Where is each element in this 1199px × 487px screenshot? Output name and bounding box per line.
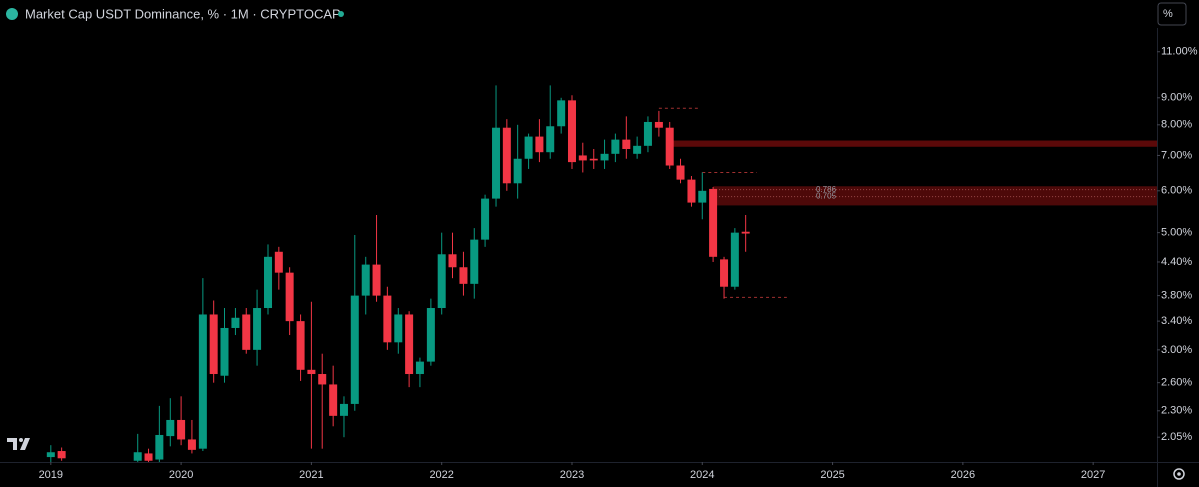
candle-body [741, 231, 750, 234]
candle-body [448, 254, 457, 268]
candle-body [437, 254, 446, 309]
candle-body [513, 158, 522, 184]
candle-body [318, 374, 327, 385]
x-tick-label: 2024 [690, 469, 714, 481]
x-tick-label: 2020 [169, 469, 193, 481]
candle-body [611, 139, 620, 154]
candle-body [502, 127, 511, 184]
status-dot [338, 11, 344, 17]
candle-body [720, 259, 729, 287]
candle-body [524, 136, 533, 159]
gear-center [1177, 472, 1181, 476]
candle-body [372, 264, 381, 296]
candle-body [633, 145, 642, 154]
candle-body [459, 267, 468, 284]
candle-body [665, 127, 674, 166]
candle-body [339, 403, 348, 416]
candle-body [46, 452, 55, 458]
settings-icon[interactable] [1173, 468, 1185, 480]
candle-body [492, 127, 501, 199]
candle-body [350, 295, 359, 404]
candle-body [709, 188, 718, 257]
candle-body [253, 308, 262, 350]
y-tick-label: 2.05% [1161, 431, 1192, 443]
candle-body [361, 264, 370, 296]
candle-body [415, 361, 424, 375]
candle-body [177, 419, 186, 440]
candle-body [405, 314, 414, 375]
candle-body [264, 256, 273, 309]
candle-body [589, 158, 598, 161]
y-tick-label: 3.80% [1161, 290, 1192, 302]
zone [713, 186, 1157, 206]
candle-body [622, 139, 631, 149]
candle-body [676, 165, 685, 180]
symbol-icon[interactable] [6, 8, 18, 20]
candle-body [481, 198, 490, 240]
candle-body [209, 314, 218, 375]
y-tick-label: 2.60% [1161, 377, 1192, 389]
x-tick-label: 2022 [429, 469, 453, 481]
x-tick-label: 2027 [1081, 469, 1105, 481]
candle-body [470, 239, 479, 284]
candle-body [144, 453, 153, 461]
candle-body [166, 419, 175, 437]
candle-body [600, 153, 609, 161]
candle-body [578, 155, 587, 161]
tv-logo[interactable] [7, 438, 30, 450]
x-tick-label: 2021 [299, 469, 323, 481]
fib-label: 0.705 [816, 192, 837, 201]
candle-body [394, 314, 403, 343]
x-tick-label: 2023 [560, 469, 584, 481]
y-tick-label: 5.00% [1161, 227, 1192, 239]
candle-body [426, 308, 435, 362]
scale-button[interactable] [1157, 2, 1187, 26]
candle-body [187, 439, 196, 450]
candle-body [383, 295, 392, 343]
candle-body [307, 369, 316, 375]
chart-title: Market Cap USDT Dominance, % · 1M · CRYP… [25, 6, 341, 21]
x-tick-label: 2025 [820, 469, 844, 481]
y-tick-label: 6.00% [1161, 185, 1192, 197]
y-tick-label: 7.00% [1161, 149, 1192, 161]
candle-body [535, 136, 544, 153]
candle-body [242, 314, 251, 350]
candle-body [546, 126, 555, 153]
candle-body [57, 451, 66, 459]
candle-body [274, 251, 283, 273]
candle-body [643, 121, 652, 146]
x-tick-label: 2019 [39, 469, 63, 481]
candle-body [687, 179, 696, 203]
gear-ring [1173, 468, 1185, 480]
candle-body [557, 100, 566, 127]
scale-button-label[interactable]: % [1163, 8, 1173, 20]
fib-label: 0.786 [816, 185, 837, 194]
candle-body [133, 452, 142, 461]
y-tick-label: 3.40% [1161, 315, 1192, 327]
y-tick-label: 4.40% [1161, 256, 1192, 268]
candle-body [198, 314, 207, 449]
logo-dot [19, 438, 23, 442]
candle-body [220, 327, 229, 376]
y-tick-label: 3.00% [1161, 344, 1192, 356]
y-tick-label: 11.00% [1161, 46, 1198, 58]
candle-body [285, 272, 294, 322]
candle-body [329, 384, 338, 416]
candle-body [567, 100, 576, 163]
candle-body [296, 321, 305, 370]
y-tick-label: 2.30% [1161, 405, 1192, 417]
y-tick-label: 9.00% [1161, 92, 1192, 104]
candle-body [654, 121, 663, 128]
zone [669, 140, 1157, 147]
y-tick-label: 8.00% [1161, 119, 1192, 131]
logo-shape [7, 438, 30, 450]
x-tick-label: 2026 [951, 469, 975, 481]
candle-body [231, 317, 240, 328]
candle-body [730, 232, 739, 287]
candle-body [155, 434, 164, 460]
candle-body [698, 190, 707, 203]
